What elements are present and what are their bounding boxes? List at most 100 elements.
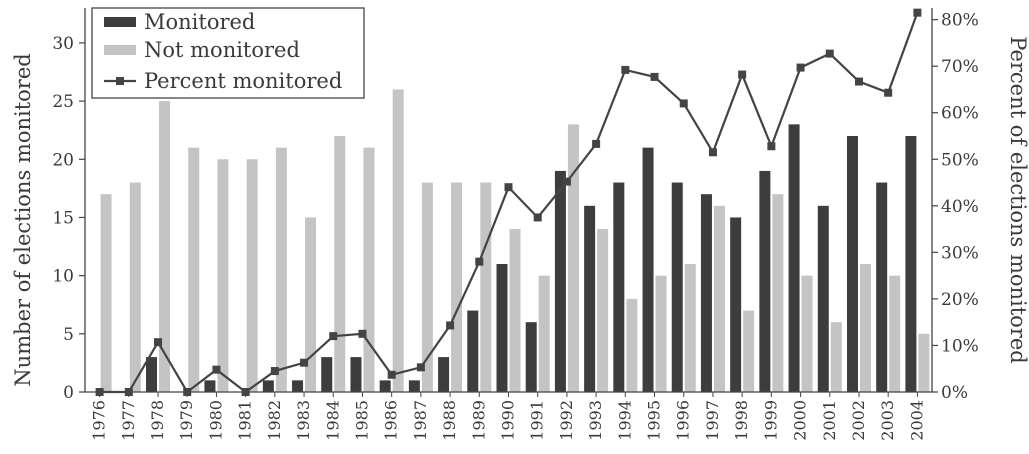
y2-tick-label: 0%	[941, 383, 968, 403]
bar-monitored	[700, 194, 712, 392]
percent-marker	[650, 72, 659, 81]
bars-layer	[100, 89, 930, 393]
y-axis-title: Number of elections monitored	[11, 53, 35, 386]
bar-not-monitored	[392, 89, 404, 393]
bar-monitored	[817, 205, 829, 392]
bar-not-monitored	[451, 182, 463, 392]
x-tick-label: 1998	[732, 400, 751, 441]
x-tick-label: 2000	[791, 400, 810, 441]
percent-marker	[270, 367, 279, 376]
legend-swatch-monitored	[104, 17, 136, 27]
bar-monitored	[438, 357, 450, 392]
x-tick-label: 1989	[469, 400, 488, 441]
bar-monitored	[584, 205, 596, 392]
x-tick-label: 1984	[323, 400, 342, 441]
bar-not-monitored	[159, 101, 171, 392]
bar-monitored	[642, 147, 654, 392]
y2-tick-label: 80%	[941, 11, 979, 31]
bar-not-monitored	[918, 333, 930, 392]
percent-marker	[387, 370, 396, 379]
x-tick-label: 2001	[820, 400, 839, 441]
percent-marker	[621, 65, 630, 74]
percent-marker	[183, 388, 192, 396]
legend-box	[91, 7, 365, 99]
bar-not-monitored	[129, 182, 141, 392]
bar-not-monitored	[217, 159, 229, 392]
y-tick-label: 20	[52, 150, 74, 170]
bar-not-monitored	[830, 322, 842, 392]
bar-monitored	[613, 182, 625, 392]
x-tick-label: 1997	[703, 400, 722, 441]
x-tick-label: 2004	[907, 400, 926, 441]
legend: Monitored Not monitored Percent monitored	[91, 7, 365, 99]
bar-not-monitored	[188, 147, 200, 392]
line-layer	[95, 8, 922, 396]
percent-marker	[562, 177, 571, 186]
bar-not-monitored	[684, 264, 696, 392]
y2-tick-label: 40%	[941, 197, 979, 217]
y2-tick-label: 10%	[941, 336, 979, 356]
y2-tick-label: 20%	[941, 290, 979, 310]
y-tick-label: 25	[52, 92, 74, 112]
percent-marker	[884, 88, 893, 97]
percent-marker	[679, 99, 688, 108]
y2-tick-label: 30%	[941, 243, 979, 263]
bar-monitored	[846, 136, 858, 392]
percent-marker	[592, 139, 601, 148]
x-tick-label: 1994	[615, 400, 634, 441]
bar-not-monitored	[100, 194, 112, 392]
y-tick-label: 30	[52, 34, 74, 54]
percent-marker	[767, 142, 776, 151]
percent-marker	[300, 358, 309, 367]
bar-not-monitored	[480, 182, 492, 392]
x-tick-label: 2003	[878, 400, 897, 441]
percent-marker	[446, 321, 455, 330]
x-tick-label: 1987	[411, 400, 430, 441]
x-tick-label: 1993	[586, 400, 605, 441]
axes-layer: 0 5 10 15 20 25 30 0% 10% 20% 30% 40% 50% 60% 70% 80% 19…	[11, 8, 1029, 441]
legend-line-marker	[116, 77, 124, 85]
bar-monitored	[496, 264, 508, 392]
legend-label: Monitored	[144, 10, 255, 34]
bar-monitored	[379, 380, 391, 392]
x-tick-label: 1990	[499, 400, 518, 441]
percent-marker	[796, 63, 805, 72]
y-tick-label: 5	[63, 325, 74, 345]
percent-marker	[241, 388, 250, 396]
x-tick-label: 1991	[528, 400, 547, 441]
x-tick-label: 1981	[236, 400, 255, 441]
percent-marker	[913, 8, 922, 17]
x-tick-label: 1988	[440, 400, 459, 441]
x-tick-label: 2002	[849, 400, 868, 441]
bar-not-monitored	[246, 159, 258, 392]
bar-monitored	[525, 322, 537, 392]
bar-not-monitored	[509, 229, 521, 392]
x-tick-label: 1992	[557, 400, 576, 441]
percent-marker	[124, 388, 133, 396]
bar-not-monitored	[859, 264, 871, 392]
legend-label: Not monitored	[144, 38, 300, 62]
y2-tick-label: 50%	[941, 150, 979, 170]
percent-marker	[154, 338, 163, 347]
x-tick-label: 1985	[352, 400, 371, 441]
x-tick-label: 1986	[382, 400, 401, 441]
bar-monitored	[554, 170, 566, 392]
percent-marker	[212, 365, 221, 374]
bar-not-monitored	[275, 147, 287, 392]
bar-monitored	[146, 357, 158, 392]
x-tick-label: 1982	[265, 400, 284, 441]
percent-marker	[475, 257, 484, 266]
bar-monitored	[408, 380, 420, 392]
percent-marker	[416, 363, 425, 372]
percent-marker	[533, 213, 542, 222]
bar-monitored	[671, 182, 683, 392]
bar-not-monitored	[713, 205, 725, 392]
bar-monitored	[730, 217, 742, 392]
bar-monitored	[905, 136, 917, 392]
percent-marker	[708, 148, 717, 157]
bar-not-monitored	[567, 124, 579, 392]
percent-marker	[738, 70, 747, 79]
x-tick-label: 1983	[294, 400, 313, 441]
bar-monitored	[876, 182, 888, 392]
